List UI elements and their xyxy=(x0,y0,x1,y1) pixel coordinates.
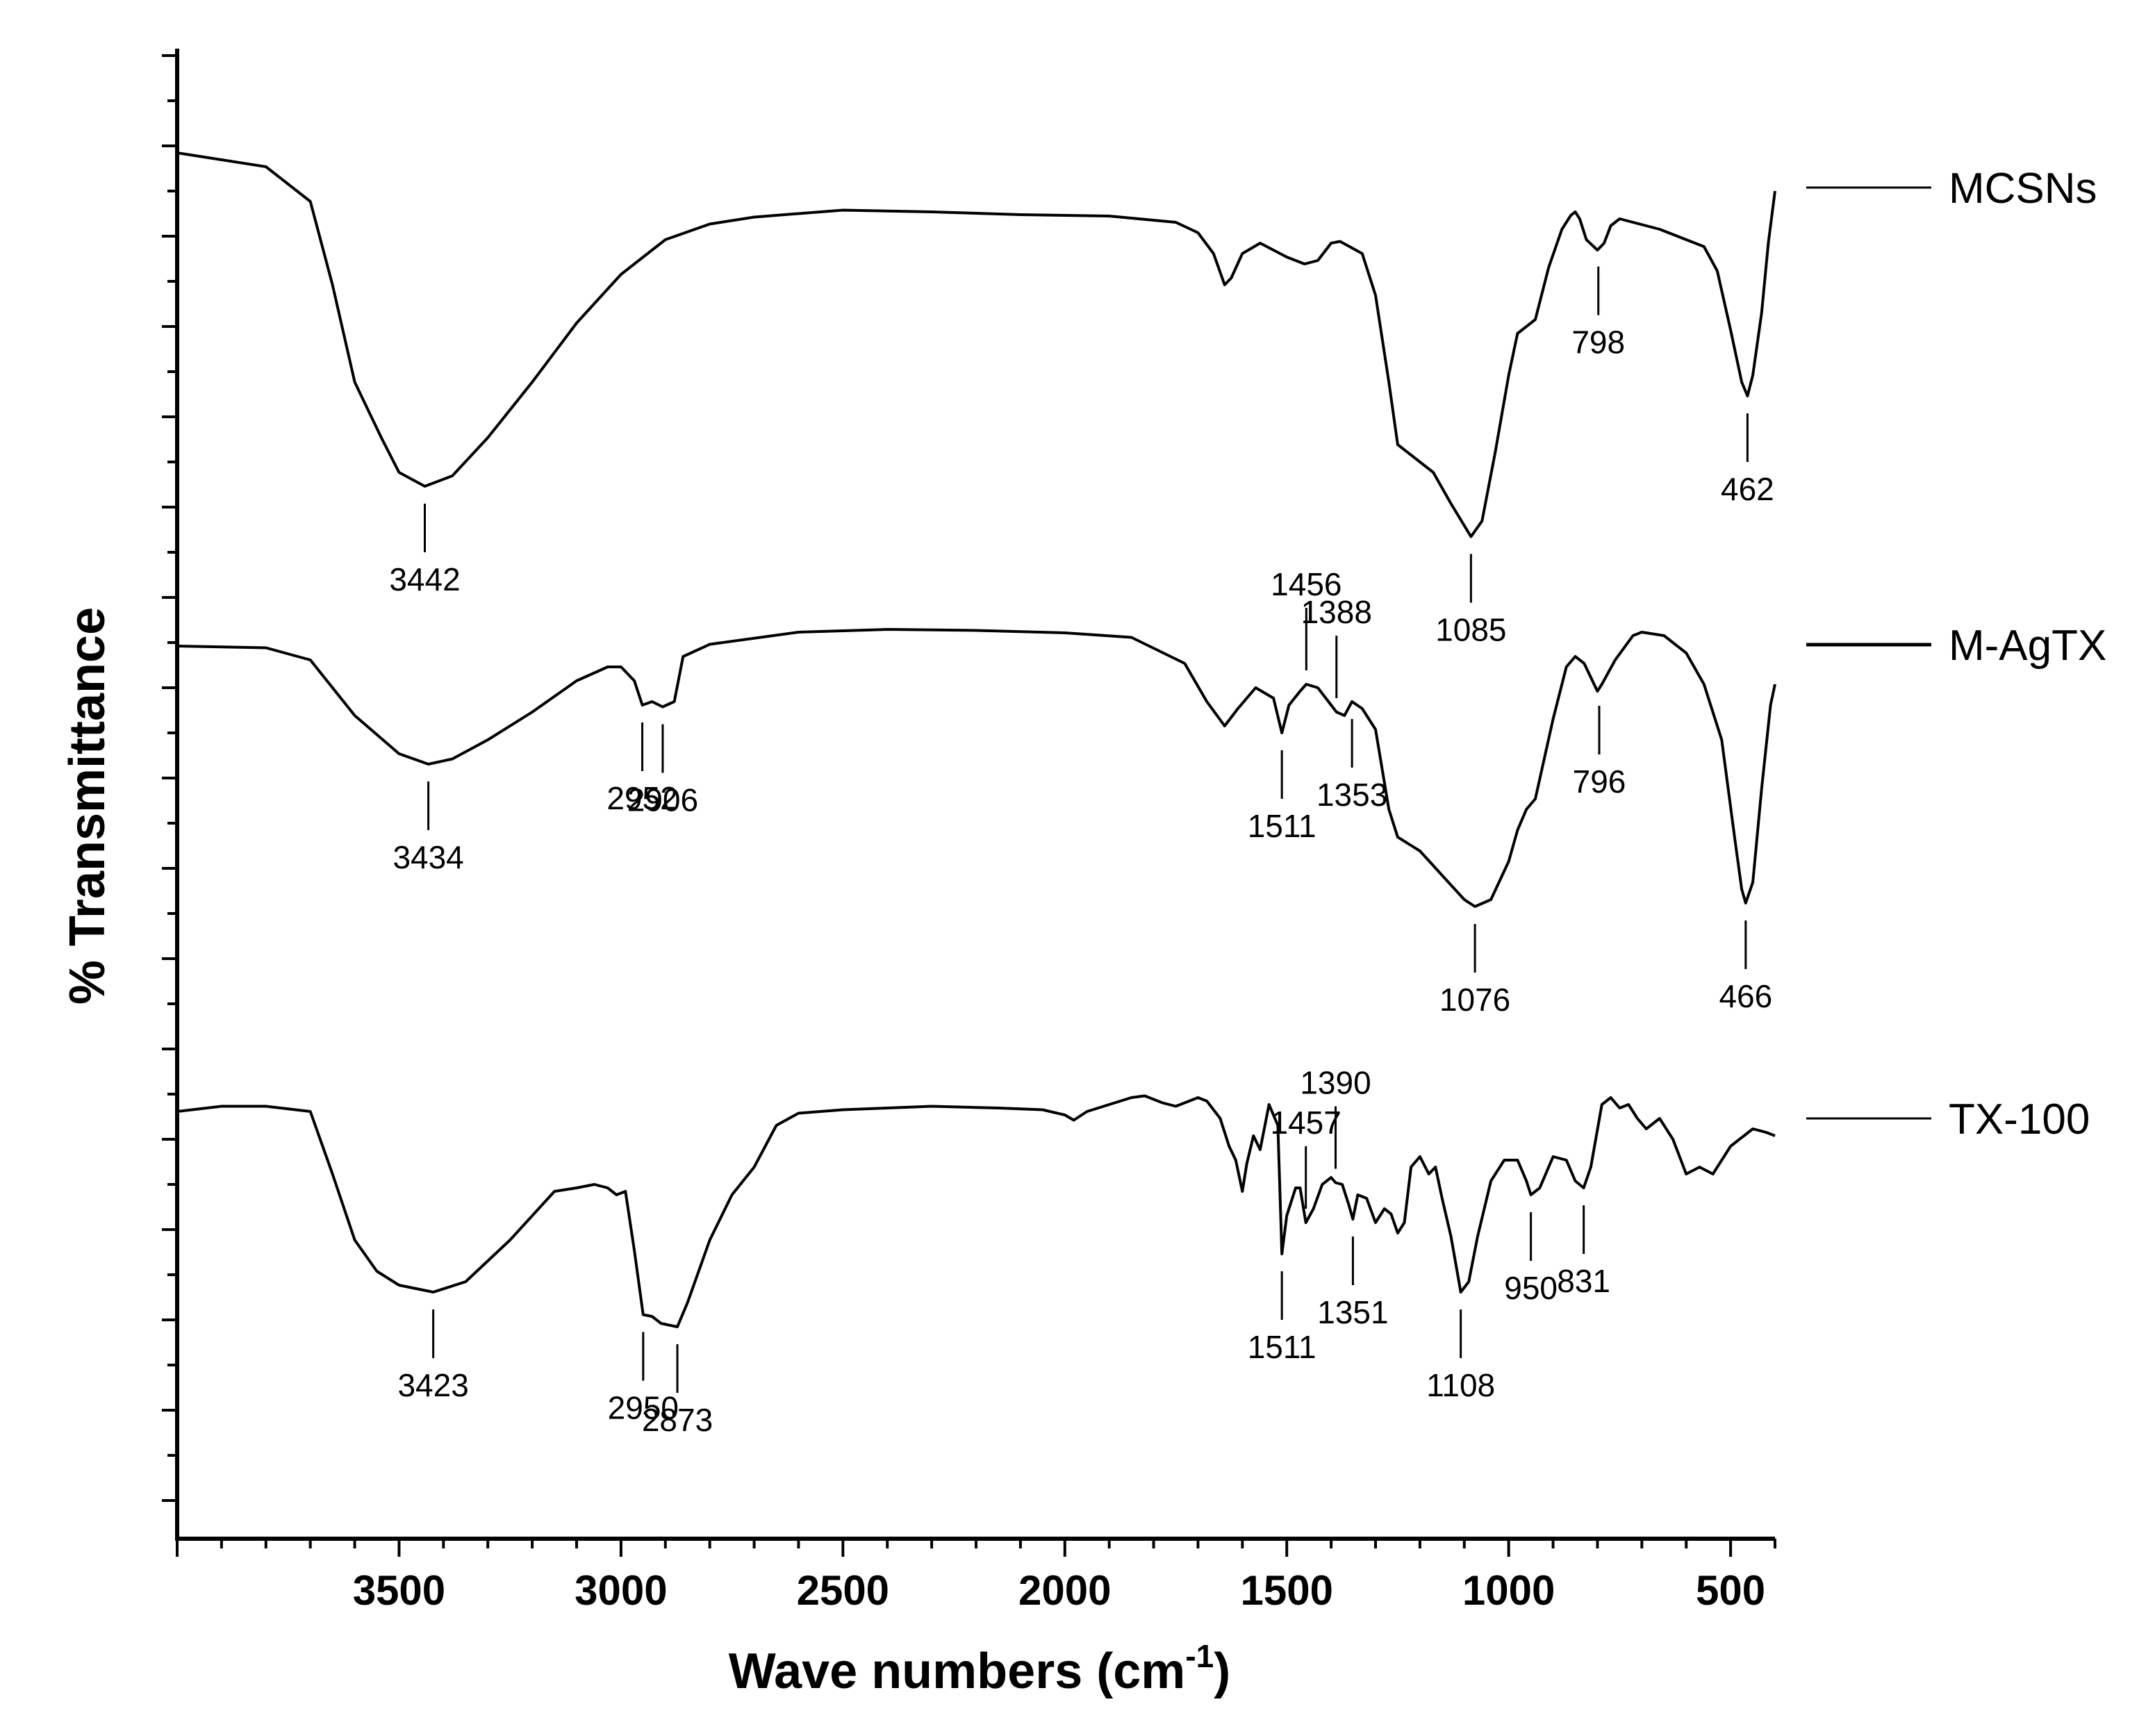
peak-label: 1353 xyxy=(1316,777,1387,813)
peak-label: 950 xyxy=(1504,1270,1558,1306)
chart-axes: 3500 3000 2500 2000 1500 1000 500 xyxy=(162,49,1776,1614)
x-tick-label: 3500 xyxy=(353,1567,445,1614)
x-tick-label: 1500 xyxy=(1240,1567,1332,1614)
y-axis-title: % Transmittance xyxy=(60,607,115,1005)
peak-label: 1085 xyxy=(1435,612,1506,648)
spectrum-line-m-agtx xyxy=(176,628,1776,908)
x-tick-label: 3000 xyxy=(575,1567,667,1614)
peak-label: 798 xyxy=(1571,324,1625,361)
spectra-curves xyxy=(176,151,1776,1328)
peak-label: 1511 xyxy=(1248,1329,1316,1365)
peak-label: 2952 xyxy=(606,780,677,816)
peak-label: 3434 xyxy=(393,839,463,875)
peak-label: 1351 xyxy=(1317,1294,1388,1330)
peak-label: 1457 xyxy=(1271,1105,1341,1141)
peak-label: 2950 xyxy=(608,1390,679,1426)
chart-legend: MCSNs M-AgTX TX-100 xyxy=(1806,165,2106,1143)
legend-label: M-AgTX xyxy=(1949,622,2106,670)
peak-label: 831 xyxy=(1557,1263,1610,1299)
peak-label: 466 xyxy=(1719,978,1772,1014)
peak-label: 3423 xyxy=(397,1367,468,1403)
peak-label: 1456 xyxy=(1271,566,1341,602)
x-tick-label: 500 xyxy=(1696,1567,1765,1614)
peak-label: 3442 xyxy=(389,561,460,597)
spectrum-line-mcsns xyxy=(176,151,1776,538)
peak-label: 1076 xyxy=(1439,982,1510,1018)
peak-label: 2873 xyxy=(642,1402,713,1438)
peak-label: 1511 xyxy=(1248,808,1316,844)
legend-label: TX-100 xyxy=(1949,1096,2090,1143)
peak-label: 1390 xyxy=(1300,1065,1371,1101)
peak-label: 796 xyxy=(1573,763,1626,800)
peak-label: 1108 xyxy=(1426,1367,1495,1403)
x-tick-label: 1000 xyxy=(1462,1567,1555,1614)
x-axis-title-main: Wave numbers (cm xyxy=(729,1644,1186,1699)
x-tick-label: 2000 xyxy=(1018,1567,1111,1614)
x-axis-title-superscript: -1 xyxy=(1185,1638,1214,1674)
x-axis-title: Wave numbers (cm-1) xyxy=(729,1638,1230,1699)
spectrum-line-tx-100 xyxy=(176,1094,1776,1328)
x-axis-title-suffix: ) xyxy=(1214,1644,1230,1699)
x-tick-label: 2500 xyxy=(797,1567,889,1614)
peak-label: 2906 xyxy=(627,782,698,818)
peak-label: 1388 xyxy=(1301,594,1372,630)
peak-label: 462 xyxy=(1721,471,1774,507)
legend-label: MCSNs xyxy=(1949,165,2097,213)
